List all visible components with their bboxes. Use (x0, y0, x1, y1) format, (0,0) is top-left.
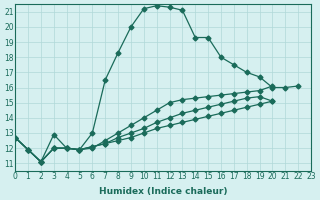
X-axis label: Humidex (Indice chaleur): Humidex (Indice chaleur) (99, 187, 227, 196)
